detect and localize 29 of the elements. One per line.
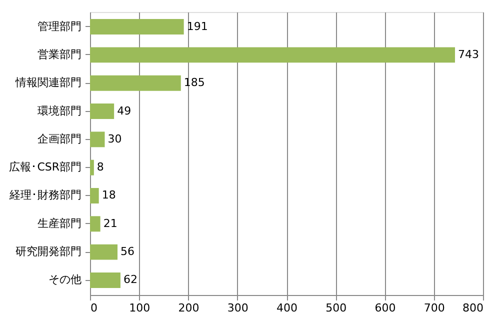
x-tick-label: 100 bbox=[129, 302, 150, 314]
data-label: 21 bbox=[103, 216, 118, 230]
x-tick-label: 400 bbox=[276, 302, 298, 314]
x-tick-label: 200 bbox=[178, 302, 200, 314]
x-tick-label: 300 bbox=[227, 302, 248, 314]
data-label: 185 bbox=[184, 76, 205, 90]
y-tick-label: 広報･CSR部門 bbox=[9, 160, 82, 174]
data-label: 743 bbox=[458, 48, 479, 61]
x-tick-label: 0 bbox=[90, 302, 98, 314]
y-tick-label: 経理･財務部門 bbox=[8, 188, 82, 202]
data-label: 62 bbox=[123, 273, 138, 286]
x-tick-label: 500 bbox=[326, 302, 347, 314]
y-tick-label: 環境部門 bbox=[38, 104, 82, 118]
data-label: 49 bbox=[117, 104, 132, 118]
y-tick-label: 企画部門 bbox=[38, 132, 82, 146]
y-tick-label: その他 bbox=[48, 273, 82, 286]
data-label: 18 bbox=[102, 188, 116, 202]
y-tick-label: 研究開発部門 bbox=[16, 245, 82, 258]
data-label: 191 bbox=[186, 20, 208, 33]
y-tick-label: 管理部門 bbox=[38, 20, 82, 33]
data-label: 30 bbox=[108, 132, 122, 146]
data-label: 8 bbox=[96, 160, 104, 174]
x-tick-label: 600 bbox=[374, 302, 396, 314]
y-tick-label: 情報関連部門 bbox=[14, 76, 82, 90]
y-tick-label: 営業部門 bbox=[38, 48, 82, 61]
x-tick-label: 800 bbox=[462, 302, 484, 314]
x-tick-label: 700 bbox=[424, 302, 445, 314]
data-label: 56 bbox=[120, 245, 135, 258]
y-tick-label: 生産部門 bbox=[38, 216, 82, 230]
